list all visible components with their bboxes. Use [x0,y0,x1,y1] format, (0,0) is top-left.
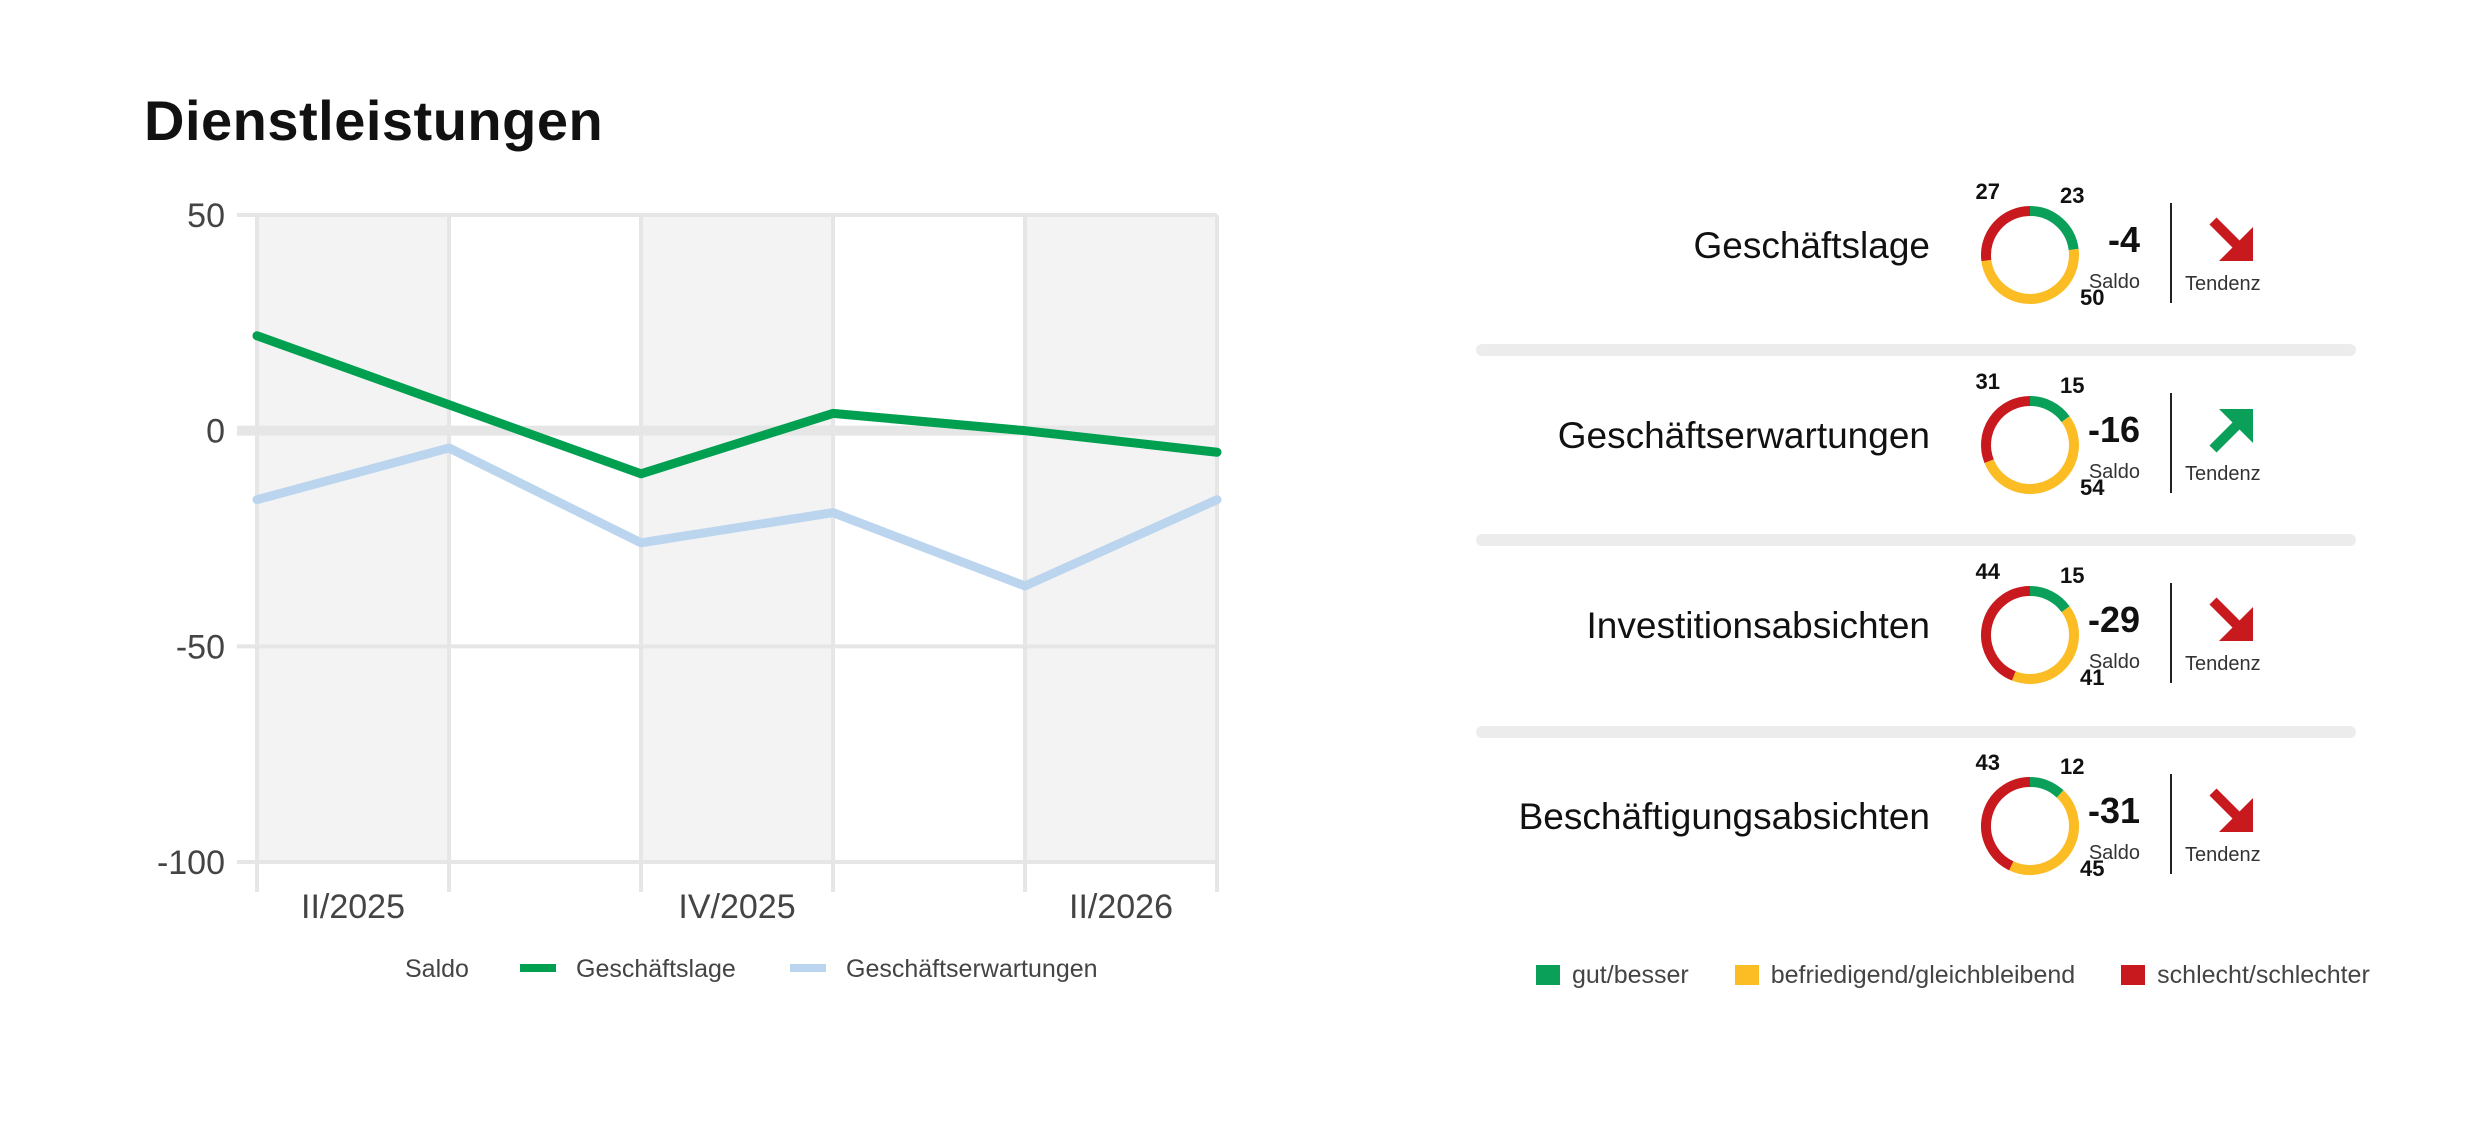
donut-segment-schlecht [1981,777,2031,871]
legend-item-gut: gut/besser [1536,961,1689,990]
legend-item-schlecht: schlecht/schlechter [2121,961,2370,990]
legend-label-schlecht: schlecht/schlechter [2157,960,2370,989]
saldo-value: -29 [2087,599,2140,640]
x-tick-label: II/2026 [1069,888,1173,926]
donut-value-schlecht: 43 [1976,750,2000,775]
legend-swatch-gut [1536,965,1560,985]
donut-segment-befriedigend [2011,606,2079,684]
indicator-row: Geschäftserwartungen 15 54 31 -16 Saldo Tenden… [1470,365,2370,525]
donut-value-schlecht: 31 [1976,369,2000,394]
donut-legend: gut/besser befriedigend/gleichbleibend s… [1536,955,2370,995]
donut-segment-schlecht [1981,586,2031,681]
y-tick-label: -100 [157,844,225,882]
donut-value-schlecht: 44 [1976,559,2001,584]
indicator-label: Geschäftserwartungen [1557,415,1930,456]
donut-segment-gut [2029,396,2070,423]
donut-chart: 15 54 31 [1976,369,2106,500]
legend-swatch-befriedigend [1734,965,1759,985]
donut-segment-befriedigend [1981,248,2079,304]
divider [2170,583,2172,683]
donut-segment-schlecht [1981,396,2031,464]
saldo-label: Saldo [2088,651,2140,673]
tendenz-label: Tendenz [2185,273,2261,295]
donut-chart: 15 41 44 [1976,559,2105,690]
series-line-geschaeftserwartungen [252,443,1222,591]
legend-label-befriedigend: befriedigend/gleichbleibend [1770,960,2076,989]
row-separator [1476,344,2356,356]
indicator-row: Beschäftigungsabsichten 12 45 43 -31 Saldo Ten… [1470,746,2370,906]
divider [2170,393,2172,493]
x-tick-label: II/2025 [301,888,405,926]
indicator-label: Beschäftigungsabsichten [1518,796,1930,837]
donut-segment-befriedigend [1984,416,2079,494]
saldo-value: -31 [2087,790,2140,831]
legend-label-gut: gut/besser [1572,960,1689,989]
donut-value-befriedigend: 45 [2080,856,2104,881]
line-chart: 50 0 -50 -100 II/2025 IV/2025 II/2026 Saldo Ge… [157,197,1222,983]
donut-segment-schlecht [1981,206,2031,262]
chart-band [257,215,449,862]
donut-value-gut: 12 [2060,754,2084,779]
saldo-label: Saldo [2088,461,2140,483]
arrow-down-right-icon [2209,217,2253,261]
saldo-label: Saldo [2088,842,2140,864]
indicator-label: Investitionsabsichten [1586,605,1930,646]
indicator-row: Investitionsabsichten 15 41 44 -29 Saldo Tende… [1470,555,2370,715]
arrow-down-right-icon [2209,788,2253,832]
legend-item-befriedigend: befriedigend/gleichbleibend [1734,960,2076,990]
donut-value-gut: 15 [2060,563,2084,588]
divider [2170,203,2172,303]
donut-chart: 23 50 27 [1976,179,2105,310]
y-tick-label: 50 [187,197,225,235]
donut-segment-befriedigend [2009,790,2079,875]
tendenz-label: Tendenz [2185,844,2261,866]
saldo-value: -4 [2107,219,2140,260]
legend-label: Geschäftslage [576,955,736,983]
donut-segment-gut [2029,206,2079,251]
series-line-geschaeftslage [252,331,1222,479]
donut-value-gut: 23 [2060,183,2084,208]
row-separator [1476,726,2356,738]
indicator-label: Geschäftslage [1693,225,1930,266]
saldo-label: Saldo [2088,271,2140,293]
x-tick-label: IV/2025 [678,888,795,926]
donut-value-schlecht: 27 [1976,179,2000,204]
donut-value-befriedigend: 41 [2080,665,2104,690]
donut-segment-gut [2029,777,2064,798]
arrow-up-right-icon [2209,409,2253,453]
row-separator [1476,534,2356,546]
y-tick-label: 0 [206,413,225,451]
y-tick-label: -50 [176,628,225,666]
tendenz-label: Tendenz [2185,653,2261,675]
donut-segment-gut [2029,586,2070,613]
divider [2170,774,2172,874]
legend-prefix: Saldo [405,955,469,983]
saldo-value: -16 [2087,409,2140,450]
donut-chart: 12 45 43 [1976,750,2105,881]
page-title: Dienstleistungen [144,89,604,152]
donut-value-befriedigend: 50 [2080,285,2104,310]
donut-value-befriedigend: 54 [2080,475,2105,500]
legend-swatch-schlecht [2121,965,2146,985]
legend-label: Geschäftserwartungen [846,955,1098,983]
indicator-row: Geschäftslage 23 50 27 -4 Saldo Tendenz [1470,175,2370,335]
donut-value-gut: 15 [2060,373,2084,398]
tendenz-label: Tendenz [2185,463,2261,485]
arrow-down-right-icon [2209,597,2253,641]
